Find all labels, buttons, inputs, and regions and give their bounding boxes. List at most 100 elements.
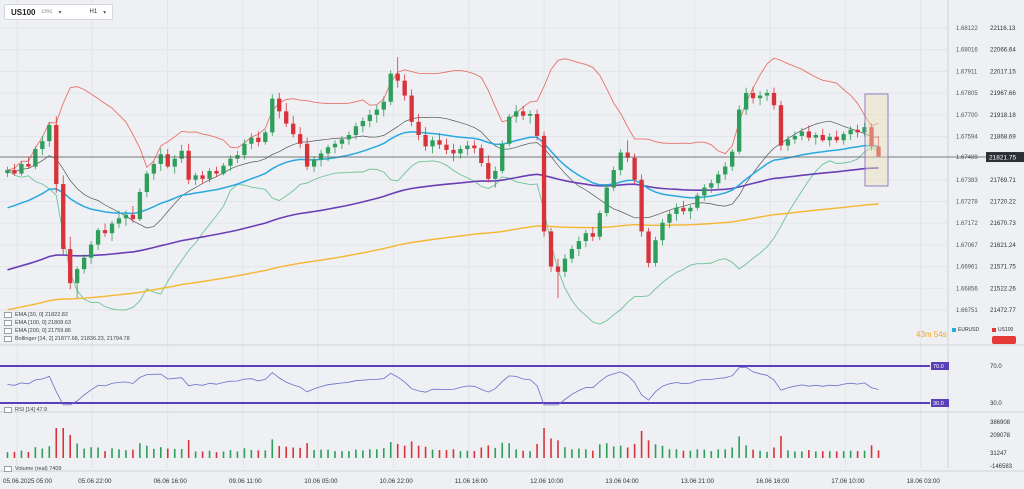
candlesticks[interactable] (5, 56, 881, 299)
candle (12, 163, 17, 176)
volume-bar (306, 443, 308, 458)
candle (611, 166, 616, 192)
x-axis-tick: 16.06 16:00 (756, 478, 790, 485)
timeframe-label[interactable]: H1 (89, 9, 98, 15)
legend-rsi[interactable]: RSI [14] 47.9 (4, 407, 47, 413)
x-axis-tick: 17.06 10:00 (831, 478, 865, 485)
us100-price-badge[interactable] (992, 336, 1016, 344)
candle-body (785, 139, 791, 146)
eurusd-axis-tick: 1.67911 (956, 69, 978, 75)
settings-icon[interactable] (4, 312, 12, 318)
candle-body (19, 163, 24, 174)
candle-body (604, 187, 609, 214)
candle (869, 123, 874, 151)
eurusd-axis-tick: 1.67172 (956, 221, 978, 227)
volume-bar (494, 447, 497, 458)
legend-ema200-text: EMA [200, 0] 21759.86 (15, 328, 71, 334)
settings-icon[interactable] (4, 407, 12, 413)
symbol-label[interactable]: US100 (11, 7, 36, 17)
volume-axis-tick: 209078 (990, 433, 1011, 439)
candle-body (611, 170, 616, 188)
volume-bar (97, 447, 99, 458)
candle-body (158, 154, 163, 164)
volume-bar (403, 445, 406, 458)
candle-body (541, 135, 547, 232)
volume-bar (229, 450, 232, 458)
candle-body (695, 195, 700, 208)
x-axis-tick: 18.06 03:00 (907, 478, 941, 485)
volume-axis-tick: -146583 (990, 464, 1013, 470)
candle (730, 149, 735, 171)
eurusd-pill[interactable]: EURUSD (952, 327, 979, 333)
candle-body (256, 137, 261, 143)
candle-body (667, 213, 672, 223)
volume-bar (703, 449, 706, 458)
chevron-down-icon[interactable]: ▾ (58, 9, 62, 16)
legend-bollinger[interactable]: Bollinger [14, 2] 21877.68, 21836.23, 21… (4, 336, 130, 342)
volume-bar (515, 449, 517, 458)
candle-body (54, 124, 59, 185)
candle-body (26, 163, 31, 167)
volume-bar (759, 450, 761, 458)
candle (193, 172, 198, 185)
legend-ema200[interactable]: EMA [200, 0] 21759.86 (4, 328, 71, 334)
candle (667, 210, 672, 228)
candle (284, 103, 289, 128)
settings-icon[interactable] (4, 336, 12, 342)
x-axis-tick: 12.06 10:00 (530, 478, 564, 485)
candle (771, 87, 777, 110)
candle-body (228, 158, 233, 166)
symbol-toolbar[interactable]: US100 cmc ▾ H1 ▾ (4, 4, 114, 20)
candle-body (576, 241, 582, 249)
volume-bar (362, 450, 364, 458)
candle-body (151, 163, 156, 174)
eurusd-axis-tick: 1.66856 (956, 286, 978, 292)
candle (841, 131, 846, 145)
candle (116, 210, 122, 228)
candle-body (179, 150, 184, 159)
candle (806, 125, 811, 142)
candle (81, 254, 87, 274)
volume-bar (369, 449, 371, 458)
us100-pill[interactable]: US100 (992, 327, 1013, 333)
candle (834, 130, 839, 143)
candle (479, 144, 484, 167)
candle (374, 105, 379, 123)
volume-bar (313, 450, 315, 458)
settings-icon[interactable] (4, 328, 12, 334)
candle (353, 122, 359, 140)
candle (639, 174, 644, 237)
volume-bar (835, 451, 838, 458)
candle (270, 94, 275, 136)
legend-ema100[interactable]: EMA [100, 0] 21808.63 (4, 320, 71, 326)
volume-bar (605, 443, 608, 458)
candle-body (437, 140, 442, 145)
settings-icon[interactable] (4, 320, 12, 326)
legend-ema30[interactable]: EMA [30, 0] 21822.82 (4, 312, 68, 318)
candle-body (263, 132, 268, 143)
timeframe-chevron-icon[interactable]: ▾ (103, 9, 107, 16)
volume-axis-tick: 31247 (990, 451, 1007, 457)
candle (743, 87, 749, 115)
x-axis-tick: 05.06 22:00 (78, 478, 112, 485)
price-axis: 22116.13 22066.64 22017.15 21967.66 21918.18… (0, 25, 1024, 314)
candle-body (702, 187, 707, 196)
settings-icon[interactable] (4, 466, 12, 472)
candle (799, 127, 805, 141)
volume-bar (431, 449, 434, 458)
volume-bar (299, 447, 301, 458)
eurusd-axis-tick: 1.67067 (956, 243, 978, 249)
volume-bar (222, 451, 225, 458)
candle-body (291, 123, 296, 135)
candle (451, 143, 456, 162)
volume-bar (111, 448, 113, 458)
candle-body (451, 149, 456, 154)
legend-volume-text: Volume (real) 7409 (15, 466, 62, 472)
legend-volume[interactable]: Volume (real) 7409 (4, 466, 61, 472)
candle (618, 149, 623, 176)
candle-body (618, 152, 623, 171)
candle (130, 206, 136, 223)
candle (750, 86, 756, 104)
candle-body (806, 131, 811, 138)
